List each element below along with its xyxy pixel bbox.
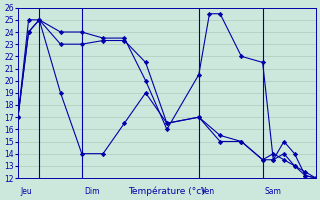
Text: Sam: Sam — [265, 187, 282, 196]
Text: Jeu: Jeu — [20, 187, 32, 196]
X-axis label: Température (°c): Température (°c) — [129, 186, 205, 196]
Text: Dim: Dim — [84, 187, 100, 196]
Text: Ven: Ven — [201, 187, 215, 196]
